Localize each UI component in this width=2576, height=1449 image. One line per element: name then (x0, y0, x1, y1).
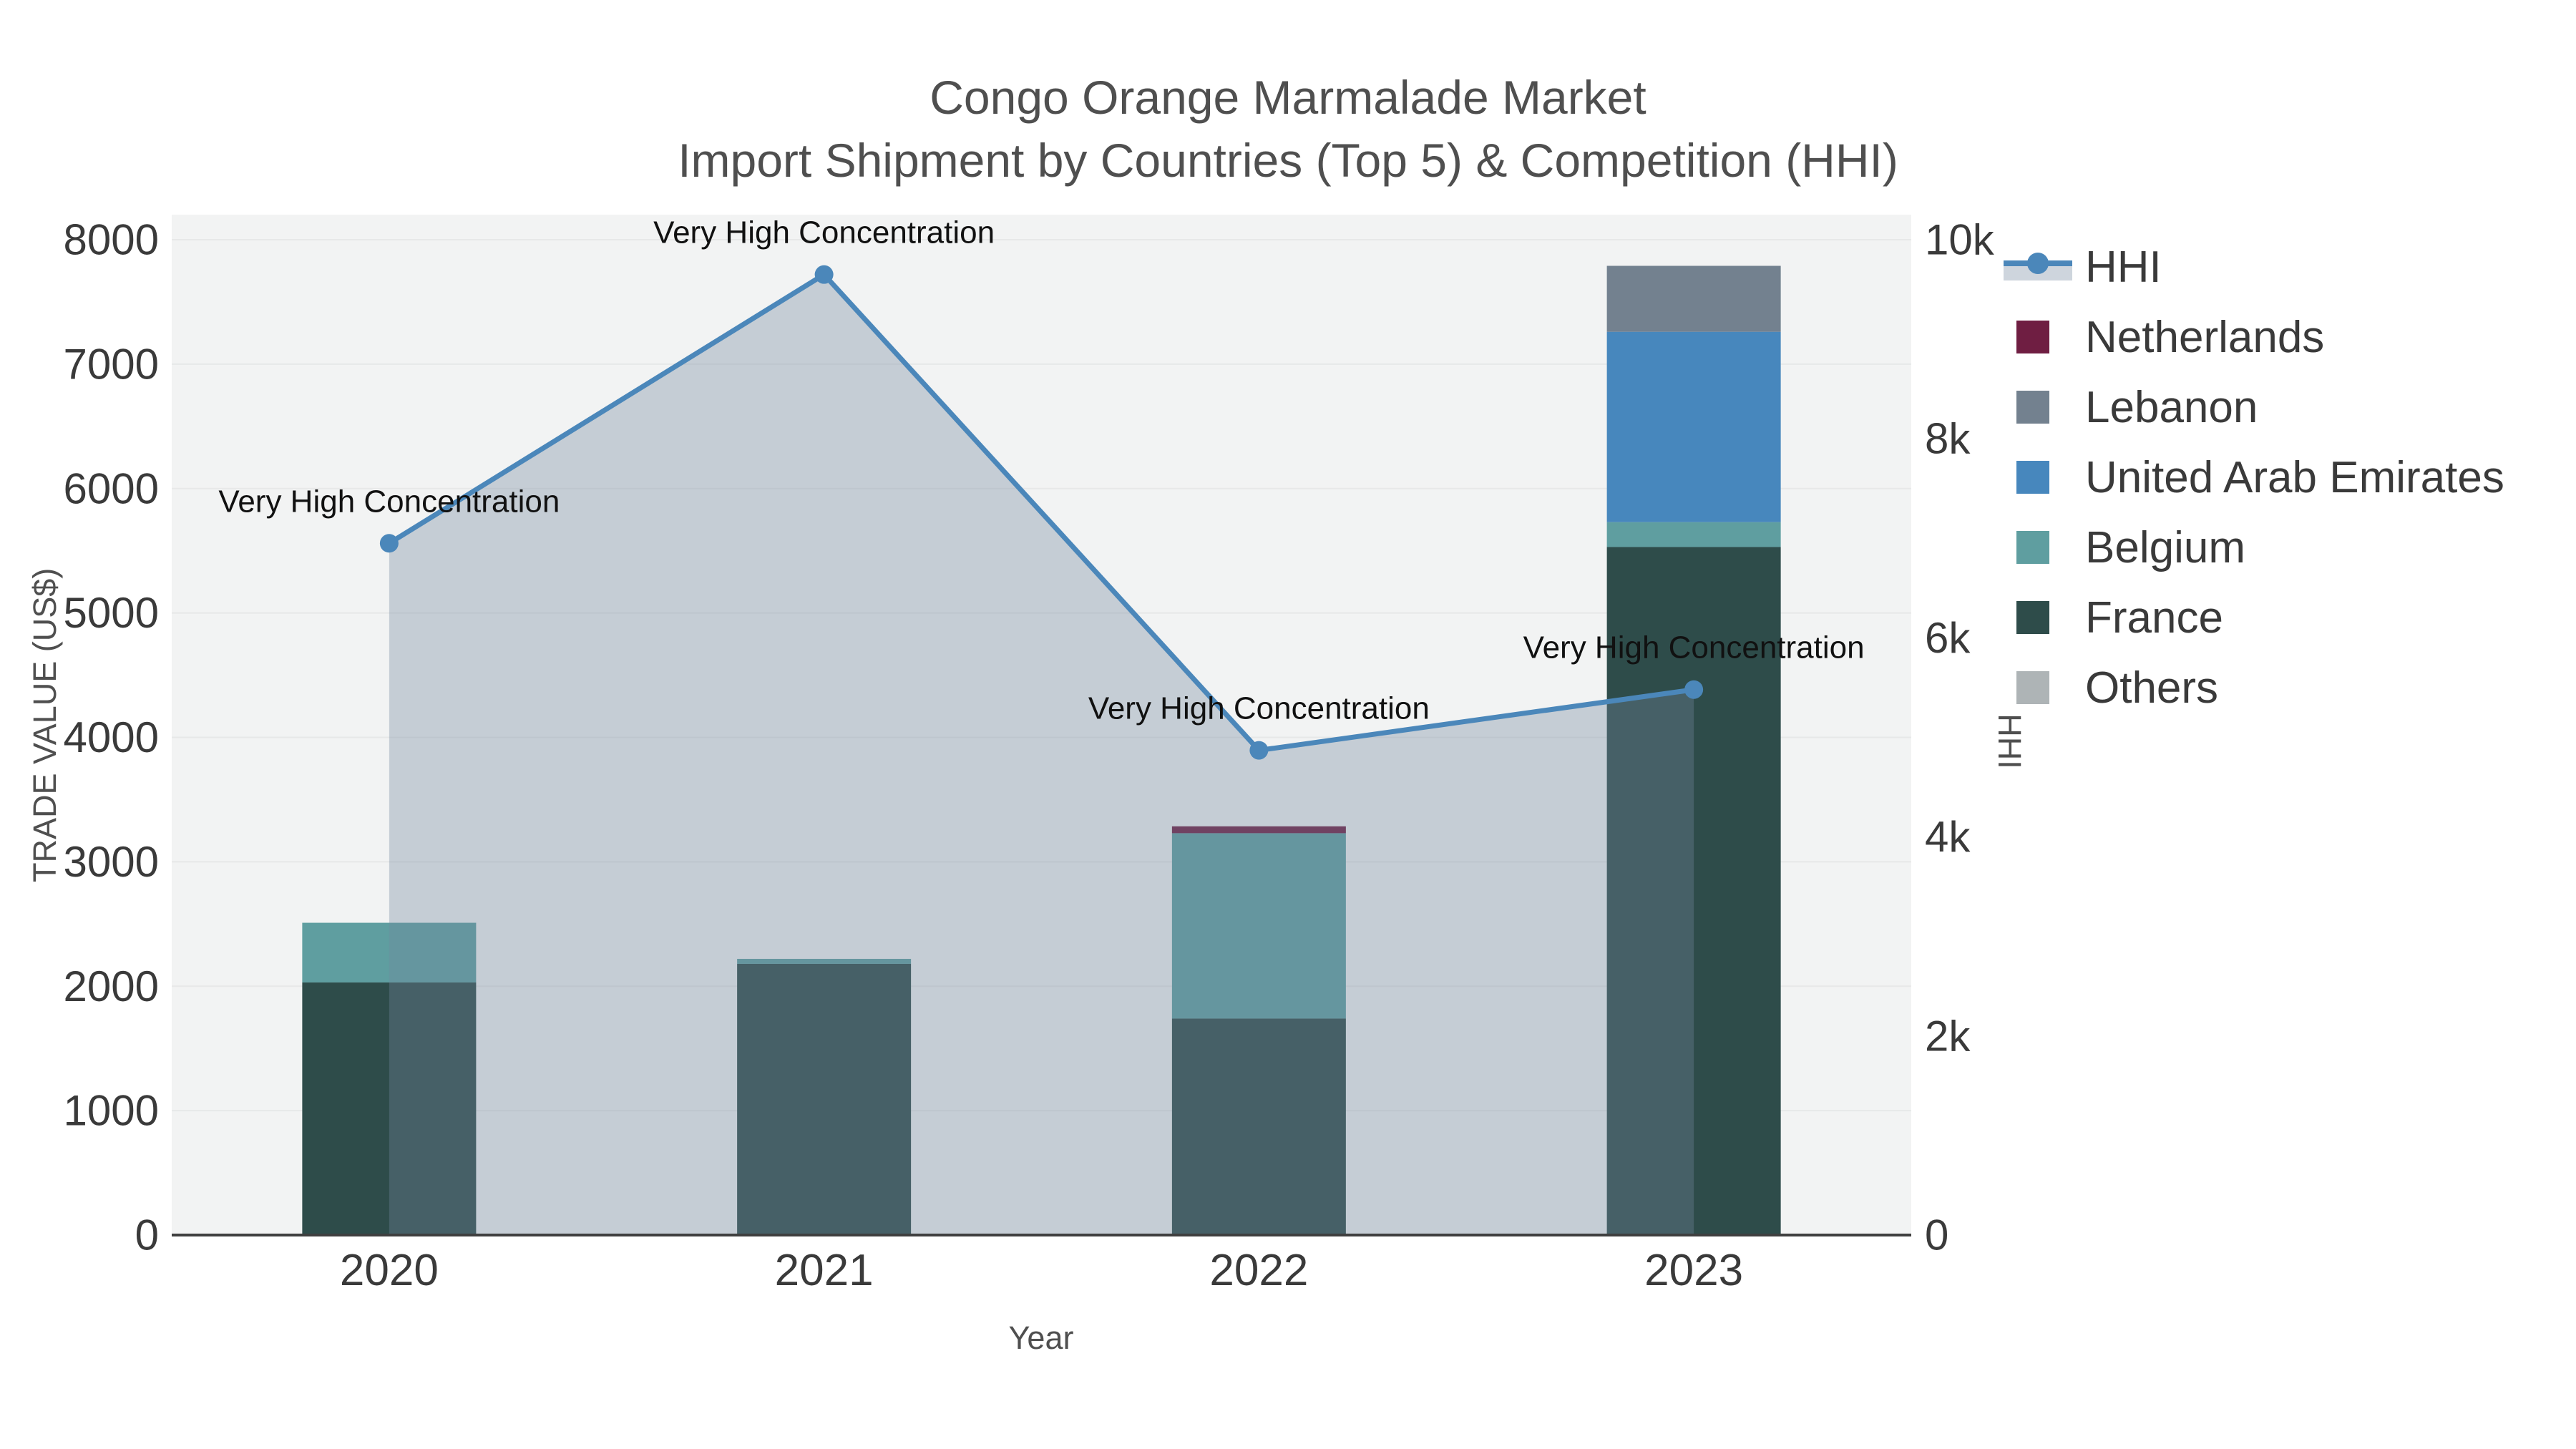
bar-segment-france (1606, 547, 1781, 1235)
bar-segment-france (302, 982, 477, 1235)
legend-swatch-belgium (2016, 531, 2049, 564)
bar-segment-france (737, 963, 912, 1235)
y-right-tick-label: 4k (1925, 813, 1971, 861)
annotation-very-high-concentration: Very High Concentration (653, 215, 995, 250)
bar-segment-france (1171, 1018, 1346, 1235)
bar-segment-netherlands (1171, 826, 1346, 834)
annotation-very-high-concentration: Very High Concentration (218, 484, 560, 519)
x-axis-title: Year (1008, 1319, 1074, 1356)
bar-segment-belgium (1606, 522, 1781, 547)
hhi-marker (814, 265, 834, 284)
y-left-tick-label: 4000 (64, 713, 159, 761)
legend-item-lebanon[interactable]: Lebanon (2004, 372, 2504, 442)
x-tick-label: 2023 (1644, 1246, 1743, 1295)
y-right-tick-label: 8k (1925, 415, 1971, 463)
legend-label: France (2085, 592, 2223, 643)
bar-segment-belgium (302, 922, 477, 983)
hhi-marker (379, 534, 399, 553)
annotation-very-high-concentration: Very High Concentration (1088, 691, 1430, 726)
y-right-tick-label: 6k (1925, 614, 1971, 662)
x-tick-label: 2022 (1209, 1246, 1308, 1295)
hhi-marker-dot (2027, 253, 2049, 274)
legend-item-hhi[interactable]: HHI (2004, 232, 2504, 302)
legend-item-france[interactable]: France (2004, 582, 2504, 653)
legend-item-belgium[interactable]: Belgium (2004, 512, 2504, 582)
bar-segment-belgium (1171, 833, 1346, 1019)
legend: HHI Netherlands Lebanon United Arab Emirate… (2004, 232, 2504, 723)
bar-segment-lebanon (1606, 265, 1781, 332)
legend-label: HHI (2085, 242, 2162, 292)
y-left-tick-label: 8000 (64, 216, 159, 264)
y-left-tick-label: 5000 (64, 589, 159, 637)
hhi-marker (1684, 680, 1704, 699)
legend-swatch-united-arab-emirates (2016, 461, 2049, 494)
hhi-area-fill (389, 274, 1694, 1235)
legend-label: Others (2085, 663, 2219, 713)
legend-label: Belgium (2085, 522, 2245, 572)
y-right-tick-label: 2k (1925, 1012, 1971, 1060)
hhi-marker (1249, 741, 1269, 760)
legend-swatch-france (2016, 601, 2049, 634)
legend-label: Lebanon (2085, 382, 2258, 432)
bar-segment-belgium (737, 958, 912, 964)
x-tick-label: 2021 (775, 1246, 874, 1295)
x-tick-label: 2020 (340, 1246, 439, 1295)
y-right-tick-label: 10k (1925, 216, 1995, 264)
hhi-line-sample-icon (2004, 250, 2072, 283)
y-left-tick-label: 1000 (64, 1087, 159, 1135)
y-left-tick-label: 3000 (64, 838, 159, 886)
bar-segment-united-arab-emirates (1606, 331, 1781, 522)
legend-item-netherlands[interactable]: Netherlands (2004, 302, 2504, 372)
y-left-tick-label: 7000 (64, 340, 159, 388)
y-left-tick-label: 0 (135, 1211, 159, 1259)
legend-label: United Arab Emirates (2085, 452, 2504, 502)
legend-swatch-netherlands (2016, 321, 2049, 353)
legend-swatch-lebanon (2016, 391, 2049, 424)
y-left-tick-label: 2000 (64, 962, 159, 1010)
legend-swatch-others (2016, 671, 2049, 704)
annotation-very-high-concentration: Very High Concentration (1523, 630, 1865, 665)
legend-item-united-arab-emirates[interactable]: United Arab Emirates (2004, 442, 2504, 512)
legend-item-others[interactable]: Others (2004, 653, 2504, 723)
hhi-line (388, 272, 1694, 753)
y-left-axis-title: TRADE VALUE (US$) (26, 567, 63, 882)
legend-label: Netherlands (2085, 312, 2325, 362)
y-right-tick-label: 0 (1925, 1211, 1948, 1259)
y-left-tick-label: 6000 (64, 464, 159, 512)
